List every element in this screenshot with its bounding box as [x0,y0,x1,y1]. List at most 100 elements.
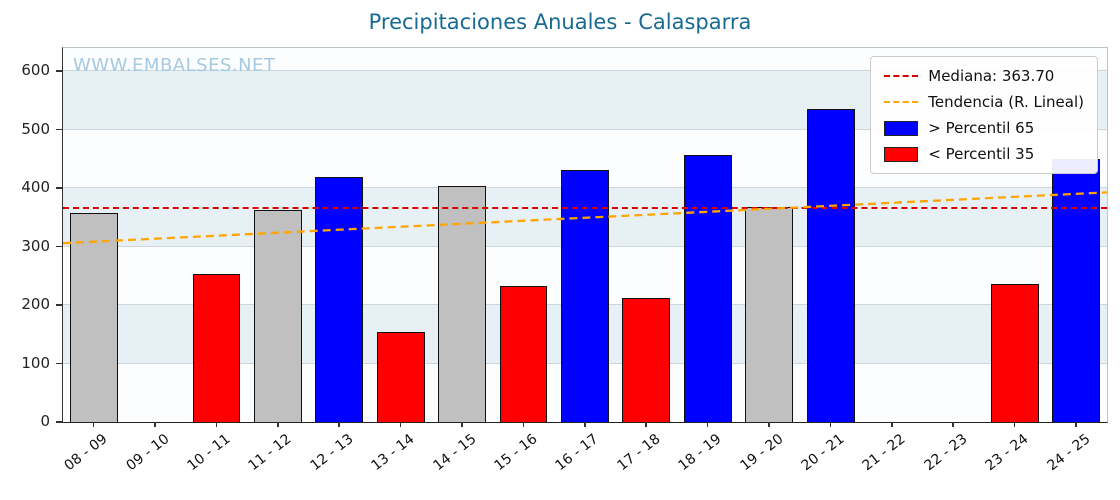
x-tick-label: 14 - 15 [430,431,479,475]
y-tick-label: 300 [21,236,50,255]
y-tick-label: 400 [21,178,50,197]
x-tick-mark [461,422,463,427]
bar-slot [738,48,799,422]
bar-20-21 [806,108,855,422]
bar-slot [677,48,738,422]
x-tick-label: 17 - 18 [614,431,664,475]
y-tick-mark [56,70,62,72]
x-slot: 15 - 16 [491,422,553,498]
x-tick-label: 18 - 19 [675,431,725,475]
x-slot: 23 - 24 [983,422,1044,498]
bar-slot [124,48,185,422]
bar-19-20 [745,206,794,422]
x-slot: 17 - 18 [614,422,676,498]
bar-11-12 [253,210,302,422]
gridline [63,70,1107,72]
bar-17-18 [622,297,671,422]
x-slot: 16 - 17 [553,422,614,498]
bar-slot [247,48,308,422]
x-tick-label: 09 - 10 [123,431,172,475]
bar-24-25 [1052,159,1101,422]
x-slot: 18 - 19 [676,422,737,498]
legend-label: Tendencia (R. Lineal) [928,93,1084,111]
bar-23-24 [990,284,1039,422]
x-tick-label: 24 - 25 [1044,431,1094,475]
x-tick-label: 08 - 09 [61,431,111,475]
legend-item: Mediana: 363.70 [884,67,1084,85]
legend-item: Tendencia (R. Lineal) [884,93,1084,111]
x-tick-mark [399,422,402,427]
legend-patch-swatch [884,146,919,162]
x-tick-mark [1013,422,1016,427]
bar-slot [431,48,492,422]
x-tick-mark [645,422,647,427]
y-tick-label: 200 [21,295,50,314]
legend: Mediana: 363.70 Tendencia (R. Lineal) > Pe… [870,56,1098,174]
x-tick-mark [952,422,954,427]
x-slot: 08 - 09 [62,422,123,498]
x-tick-label: 13 - 14 [368,431,418,475]
x-slot: 11 - 12 [246,422,307,498]
y-tick-label: 500 [21,119,50,138]
bar-15-16 [499,286,548,422]
y-tick-label: 600 [21,61,50,80]
bar-slot [800,48,861,422]
x-tick-mark [890,422,893,427]
x-tick-label: 10 - 11 [184,431,234,475]
x-tick-mark [583,422,586,427]
x-slot: 12 - 13 [307,422,369,498]
x-tick-label: 15 - 16 [491,431,541,475]
x-tick-mark [1075,422,1077,427]
bar-slot [493,48,554,422]
legend-label: Mediana: 363.70 [928,67,1055,85]
x-slot: 20 - 21 [798,422,860,498]
y-tick-label: 100 [21,353,50,372]
bar-slot [63,48,124,422]
x-tick-label: 22 - 23 [921,431,971,475]
legend-item: > Percentil 65 [884,119,1084,137]
legend-label: < Percentil 35 [928,145,1035,163]
x-tick-mark [154,422,156,427]
x-tick-mark [215,422,218,427]
legend-label: > Percentil 65 [928,119,1035,137]
plot-area: WWW.EMBALSES.NET Mediana: 363.70 Tendenci… [62,47,1108,423]
legend-line-swatch [884,101,919,103]
y-axis: 0 100 200 300 400 500 600 [0,47,62,430]
x-slot: 19 - 20 [737,422,798,498]
x-tick-mark [829,422,832,427]
bar-18-19 [683,154,732,422]
median-line [63,207,1107,210]
y-tick-mark [56,245,62,248]
bar-slot [616,48,677,422]
x-tick-label: 23 - 24 [982,431,1032,475]
bar-slot [370,48,431,422]
x-tick-label: 16 - 17 [552,431,602,475]
x-tick-label: 20 - 21 [798,431,848,475]
bar-14-15 [438,185,487,422]
x-slot: 24 - 25 [1044,422,1106,498]
y-tick-mark [56,187,62,189]
y-tick-mark [56,421,62,423]
x-tick-mark [706,422,709,427]
chart-title: Precipitaciones Anuales - Calasparra [368,10,752,34]
watermark: WWW.EMBALSES.NET [73,55,276,76]
x-slot: 10 - 11 [184,422,246,498]
bar-slot [309,48,370,422]
x-axis: 08 - 09 09 - 10 10 - 11 11 - 12 12 - 13 13 - … [62,422,1106,498]
y-tick-label: 0 [40,412,50,430]
x-slot: 21 - 22 [860,422,921,498]
bar-13-14 [376,332,425,422]
gridline [63,128,1107,130]
x-slot: 14 - 15 [430,422,491,498]
x-tick-mark [768,422,770,427]
legend-item: < Percentil 35 [884,145,1084,163]
legend-patch-swatch [884,120,919,136]
x-tick-mark [338,422,340,427]
legend-line-swatch [884,75,919,77]
bar-10-11 [192,274,241,422]
bar-slot [186,48,247,422]
y-tick-mark [56,304,62,306]
x-tick-label: 11 - 12 [245,431,295,475]
x-tick-mark [522,422,525,427]
